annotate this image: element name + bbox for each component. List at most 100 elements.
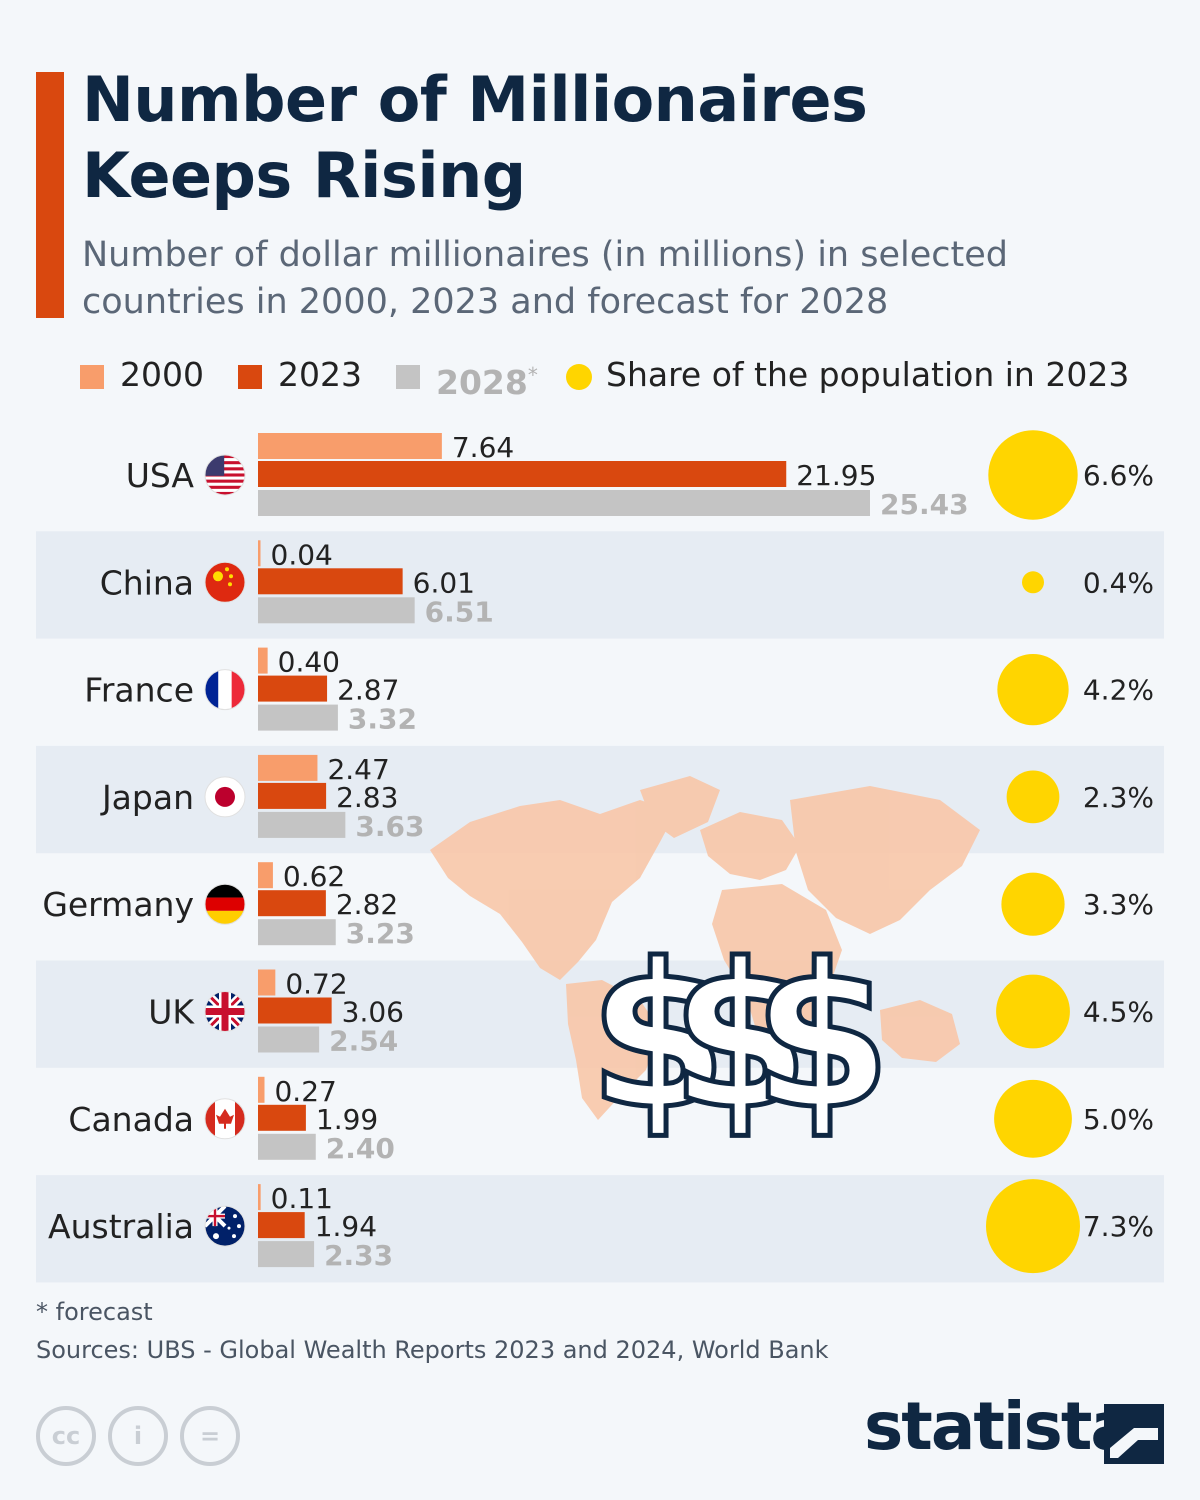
data-label: 0.72 — [285, 968, 347, 1001]
bar — [258, 597, 415, 624]
share-label: 4.2% — [1083, 674, 1154, 707]
flag-outline — [204, 669, 246, 711]
flag-part — [205, 479, 245, 483]
bar — [258, 811, 346, 838]
share-bubble — [997, 653, 1069, 726]
footnote: * forecast — [36, 1298, 153, 1326]
bar — [258, 997, 332, 1024]
legend-swatch-2028 — [396, 365, 420, 389]
bar — [258, 754, 318, 781]
flag-outline — [204, 1205, 246, 1247]
bar — [258, 675, 328, 702]
legend-label-2023: 2023 — [278, 355, 362, 394]
japan-flag-icon — [204, 776, 246, 818]
legend-label-share: Share of the population in 2023 — [606, 355, 1130, 394]
bar — [258, 704, 338, 731]
flag-part — [205, 562, 245, 603]
flag-body — [205, 776, 245, 817]
data-label: 2.87 — [337, 674, 399, 707]
uk-flag-icon — [204, 991, 246, 1032]
flag-body — [205, 669, 245, 710]
canada-flag-icon — [204, 1098, 246, 1140]
share-label: 4.5% — [1083, 996, 1154, 1029]
share-bubble — [986, 1179, 1080, 1274]
data-label: 0.04 — [271, 538, 333, 571]
flag-part — [205, 485, 245, 489]
legend-dot-share — [566, 364, 592, 390]
country-label: Germany — [42, 885, 194, 924]
flag-star — [213, 571, 223, 582]
asia-shape — [790, 786, 980, 934]
share-bubble — [994, 1079, 1072, 1158]
statista-logo-text[interactable]: statista — [864, 1388, 1135, 1465]
data-label: 0.11 — [271, 1182, 333, 1215]
bar — [258, 1026, 320, 1053]
bar — [258, 433, 442, 459]
france-flag-icon — [204, 669, 246, 711]
bar — [258, 1184, 261, 1211]
dollar-sign: $ — [670, 921, 809, 1154]
subtitle: Number of dollar millionaires (in millio… — [82, 232, 1082, 326]
cc-license-icon[interactable]: cc — [36, 1406, 96, 1466]
north-america-shape — [430, 800, 676, 980]
flag-star — [213, 1233, 219, 1240]
data-label: 2.40 — [326, 1132, 395, 1165]
flag-outline — [204, 561, 246, 603]
bar — [258, 568, 403, 595]
flag-star — [232, 1234, 236, 1239]
accent-bar — [36, 72, 64, 318]
bar — [258, 461, 787, 487]
flag-part — [235, 1098, 245, 1139]
share-bubbles: 6.6% 0.4% 4.2% 2.3% 3.3% 4.5% 5.0% 7.3% — [986, 430, 1154, 1274]
bar — [258, 862, 273, 889]
bar — [258, 540, 261, 567]
no-derivatives-icon[interactable]: = — [180, 1406, 240, 1466]
flag-part — [205, 897, 245, 911]
attribution-icon[interactable]: i — [108, 1406, 168, 1466]
country-label: China — [100, 563, 194, 602]
data-label: 0.62 — [283, 860, 345, 893]
country-label: France — [84, 671, 194, 710]
flag-body — [205, 455, 245, 495]
flag-star — [227, 1226, 231, 1230]
data-label: 6.51 — [425, 595, 494, 628]
flag-outline — [204, 1098, 246, 1140]
flag-disc — [215, 786, 235, 807]
flag-star — [233, 1214, 237, 1219]
africa-shape — [712, 884, 842, 1060]
flag-star — [229, 574, 233, 579]
flag-part — [231, 669, 245, 710]
statista-logo-icon[interactable] — [1104, 1404, 1164, 1464]
bar — [258, 1133, 316, 1160]
flag-outline — [204, 454, 246, 496]
title-line-2: Keeps Rising — [82, 139, 526, 212]
australia-shape — [880, 1000, 960, 1062]
data-label: 2.82 — [336, 888, 398, 921]
country-labels: USA China France Japan Germany UK Canada Austra… — [42, 454, 246, 1247]
flag-part — [205, 910, 245, 925]
data-label: 3.23 — [346, 917, 415, 950]
south-america-shape — [566, 980, 660, 1120]
germany-flag-icon — [204, 883, 246, 925]
country-label: USA — [126, 456, 195, 495]
bar — [258, 1212, 305, 1239]
bar — [258, 890, 326, 917]
share-label: 7.3% — [1083, 1210, 1154, 1243]
world-map-decoration — [430, 776, 980, 1120]
flag-part — [205, 455, 245, 459]
flag-outline — [204, 776, 246, 818]
legend-forecast-mark: * — [527, 363, 538, 387]
legend-label-2000: 2000 — [120, 355, 204, 394]
bar — [258, 919, 336, 946]
flag-star — [237, 1224, 241, 1229]
bars — [258, 433, 870, 1268]
flag-body — [205, 884, 245, 925]
subtitle-line-2: countries in 2000, 2023 and forecast for… — [82, 282, 889, 322]
share-bubble — [996, 974, 1070, 1049]
share-bubble — [1006, 770, 1060, 824]
dollar-sign: $ — [588, 921, 727, 1154]
subtitle-line-1: Number of dollar millionaires (in millio… — [82, 235, 1008, 275]
data-label: 1.99 — [316, 1103, 378, 1136]
legend-label-2028: 2028* — [436, 352, 538, 406]
